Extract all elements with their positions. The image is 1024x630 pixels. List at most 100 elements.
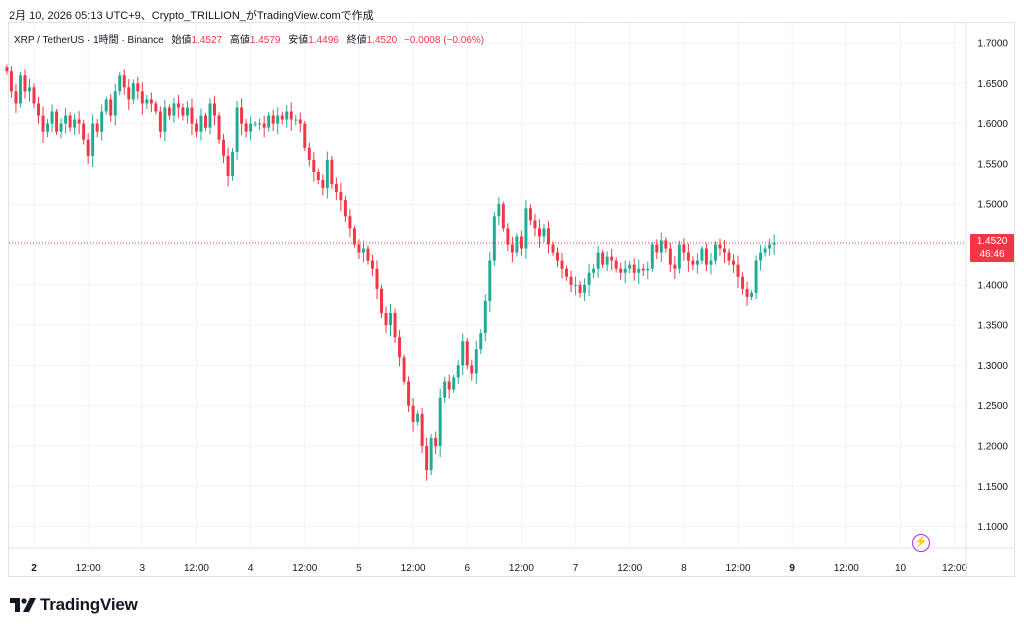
candle-body — [163, 107, 167, 132]
candle-body — [343, 200, 347, 217]
candle-body — [271, 115, 275, 124]
candle-body — [149, 99, 153, 104]
candle-body — [158, 111, 162, 132]
brand-name: TradingView — [40, 595, 138, 614]
last-price-tag: 1.4520 46:46 — [970, 234, 1014, 262]
candle-body — [492, 216, 496, 261]
chart-caption: 2月 10, 2026 05:13 UTC+9、Crypto_TRILLION_… — [9, 10, 374, 22]
candle-body — [655, 244, 659, 253]
x-tick-label: 12:00 — [942, 563, 967, 574]
candle-body — [677, 244, 681, 269]
y-tick-label: 1.3000 — [977, 361, 1008, 372]
candle-body — [668, 248, 672, 265]
candle-body — [723, 248, 726, 253]
x-tick-label: 9 — [789, 563, 795, 574]
candle-body — [528, 208, 532, 221]
candle-body — [497, 204, 501, 217]
y-tick-label: 1.3500 — [977, 321, 1008, 332]
low-label: 安値 — [288, 35, 309, 46]
candle-body — [91, 123, 95, 156]
candle-body — [208, 103, 212, 128]
candle-body — [713, 244, 717, 261]
candle-body — [578, 284, 582, 293]
candle-body — [732, 260, 736, 265]
y-tick-label: 1.5500 — [977, 159, 1008, 170]
candle-body — [285, 111, 289, 120]
candle-body — [488, 260, 492, 301]
candle-body — [37, 103, 41, 116]
candle-body — [465, 341, 469, 366]
candle-body — [402, 357, 406, 382]
tradingview-logo-icon — [10, 598, 36, 612]
x-tick-label: 12:00 — [509, 563, 534, 574]
candle-body — [348, 216, 352, 229]
candle-body — [695, 260, 699, 265]
candle-body — [686, 252, 690, 261]
candle-body — [393, 313, 397, 338]
y-tick-label: 1.4000 — [977, 280, 1008, 291]
candle-body — [339, 192, 343, 201]
candle-body — [127, 87, 131, 100]
candle-body — [560, 260, 564, 269]
candle-body — [425, 446, 429, 471]
candle-body — [73, 119, 77, 128]
y-tick-label: 1.2500 — [977, 401, 1008, 412]
candle-body — [438, 397, 442, 446]
candle-body — [429, 437, 433, 471]
candle-body — [650, 244, 654, 269]
y-tick-label: 1.6000 — [977, 119, 1008, 130]
candle-body — [199, 115, 203, 132]
candle-body — [592, 268, 596, 273]
candle-body — [140, 91, 144, 104]
candle-body — [452, 377, 456, 390]
candle-body — [316, 171, 320, 181]
candle-body — [411, 405, 415, 422]
lightning-bolt-icon[interactable]: ⚡ — [912, 534, 930, 552]
candle-body — [461, 341, 465, 366]
candle-body — [14, 91, 18, 104]
x-tick-label: 12:00 — [834, 563, 859, 574]
candle-body — [59, 123, 63, 132]
candle-body — [515, 236, 519, 253]
candle-body — [122, 75, 126, 88]
candle-body — [646, 268, 650, 271]
candle-body — [303, 123, 307, 148]
candle-body — [167, 107, 171, 116]
candle-body — [55, 111, 59, 132]
candle-body — [370, 260, 374, 269]
candle-body — [759, 252, 763, 261]
x-tick-label: 12:00 — [292, 563, 317, 574]
low-value: 1.4496 — [308, 35, 339, 46]
x-tick-label: 2 — [31, 563, 37, 574]
candle-body — [664, 240, 668, 249]
candle-body — [23, 75, 27, 92]
candle-body — [366, 248, 370, 261]
candle-body — [587, 272, 591, 285]
candle-body — [601, 252, 605, 265]
candle-body — [154, 103, 158, 112]
candle-body — [569, 276, 573, 285]
candle-body — [628, 264, 632, 269]
candle-body — [27, 87, 31, 92]
candle-body — [420, 413, 424, 446]
candle-body — [741, 276, 745, 289]
candle-body — [109, 99, 113, 116]
candle-body — [68, 115, 72, 128]
candle-body — [736, 264, 740, 277]
candle-body — [659, 240, 663, 253]
symbol-label[interactable]: XRP / TetherUS · 1時間 · Binance — [14, 35, 164, 46]
candle-body — [267, 115, 271, 128]
candle-body — [565, 268, 569, 277]
candle-body — [100, 111, 104, 132]
candle-body — [398, 337, 402, 358]
candle-body — [610, 256, 614, 261]
candle-body — [262, 123, 266, 128]
candle-body — [231, 151, 235, 176]
x-tick-label: 4 — [248, 563, 254, 574]
candle-body — [145, 99, 149, 104]
candle-body — [506, 228, 510, 245]
tradingview-brand[interactable]: TradingView — [10, 594, 138, 616]
change-value: −0.0008 (−0.06%) — [403, 35, 485, 46]
candle-body — [249, 123, 253, 132]
